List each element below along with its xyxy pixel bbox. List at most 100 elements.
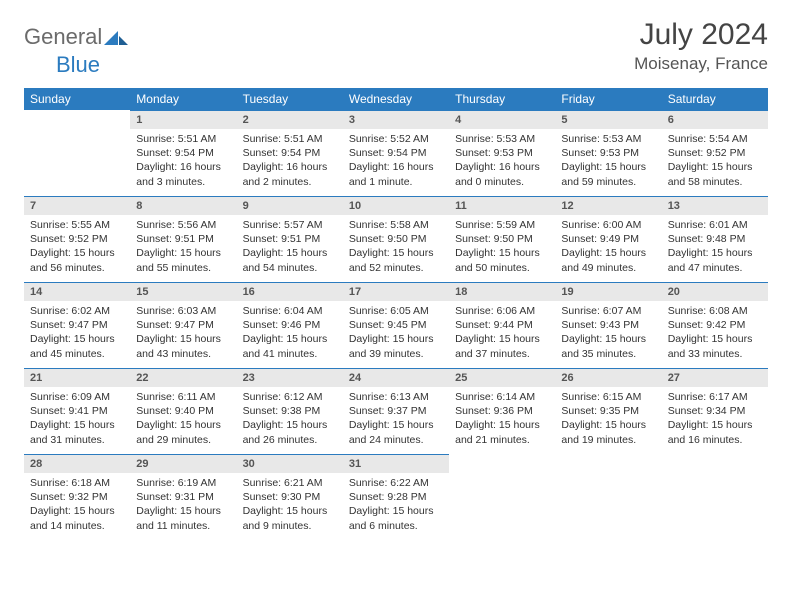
calendar-day-cell: 30Sunrise: 6:21 AMSunset: 9:30 PMDayligh… [237, 454, 343, 540]
day-number: 19 [555, 282, 661, 301]
daylight-text: Daylight: 15 hours and 54 minutes. [243, 246, 337, 274]
sunset-text: Sunset: 9:44 PM [455, 318, 549, 332]
daylight-text: Daylight: 15 hours and 49 minutes. [561, 246, 655, 274]
sunrise-text: Sunrise: 6:07 AM [561, 304, 655, 318]
daylight-text: Daylight: 15 hours and 24 minutes. [349, 418, 443, 446]
daylight-text: Daylight: 16 hours and 2 minutes. [243, 160, 337, 188]
weekday-header: Monday [130, 88, 236, 110]
day-body: Sunrise: 5:56 AMSunset: 9:51 PMDaylight:… [130, 215, 236, 281]
daylight-text: Daylight: 15 hours and 50 minutes. [455, 246, 549, 274]
day-number: 5 [555, 110, 661, 129]
daylight-text: Daylight: 15 hours and 58 minutes. [668, 160, 762, 188]
day-number: 1 [130, 110, 236, 129]
daylight-text: Daylight: 15 hours and 39 minutes. [349, 332, 443, 360]
day-number: 23 [237, 368, 343, 387]
weekday-header: Sunday [24, 88, 130, 110]
calendar-day-cell: 27Sunrise: 6:17 AMSunset: 9:34 PMDayligh… [662, 368, 768, 454]
sunset-text: Sunset: 9:47 PM [136, 318, 230, 332]
daylight-text: Daylight: 15 hours and 55 minutes. [136, 246, 230, 274]
day-number: 31 [343, 454, 449, 473]
day-number: 25 [449, 368, 555, 387]
sunset-text: Sunset: 9:31 PM [136, 490, 230, 504]
daylight-text: Daylight: 16 hours and 1 minute. [349, 160, 443, 188]
calendar-day-cell [449, 454, 555, 540]
day-body: Sunrise: 6:22 AMSunset: 9:28 PMDaylight:… [343, 473, 449, 539]
sunrise-text: Sunrise: 6:15 AM [561, 390, 655, 404]
daylight-text: Daylight: 16 hours and 3 minutes. [136, 160, 230, 188]
sunrise-text: Sunrise: 5:53 AM [455, 132, 549, 146]
calendar-week-row: 28Sunrise: 6:18 AMSunset: 9:32 PMDayligh… [24, 454, 768, 540]
day-number: 30 [237, 454, 343, 473]
daylight-text: Daylight: 15 hours and 6 minutes. [349, 504, 443, 532]
calendar-day-cell: 26Sunrise: 6:15 AMSunset: 9:35 PMDayligh… [555, 368, 661, 454]
sunset-text: Sunset: 9:46 PM [243, 318, 337, 332]
day-number: 22 [130, 368, 236, 387]
day-number: 21 [24, 368, 130, 387]
calendar-day-cell: 24Sunrise: 6:13 AMSunset: 9:37 PMDayligh… [343, 368, 449, 454]
calendar-day-cell: 20Sunrise: 6:08 AMSunset: 9:42 PMDayligh… [662, 282, 768, 368]
day-body: Sunrise: 6:17 AMSunset: 9:34 PMDaylight:… [662, 387, 768, 453]
weekday-header: Tuesday [237, 88, 343, 110]
logo-text-general: General [24, 24, 102, 50]
daylight-text: Daylight: 15 hours and 29 minutes. [136, 418, 230, 446]
sunrise-text: Sunrise: 6:04 AM [243, 304, 337, 318]
sunset-text: Sunset: 9:43 PM [561, 318, 655, 332]
calendar-day-cell: 28Sunrise: 6:18 AMSunset: 9:32 PMDayligh… [24, 454, 130, 540]
sunset-text: Sunset: 9:34 PM [668, 404, 762, 418]
daylight-text: Daylight: 15 hours and 52 minutes. [349, 246, 443, 274]
calendar-day-cell: 7Sunrise: 5:55 AMSunset: 9:52 PMDaylight… [24, 196, 130, 282]
day-body: Sunrise: 6:01 AMSunset: 9:48 PMDaylight:… [662, 215, 768, 281]
sunset-text: Sunset: 9:37 PM [349, 404, 443, 418]
sunset-text: Sunset: 9:50 PM [349, 232, 443, 246]
sunrise-text: Sunrise: 5:54 AM [668, 132, 762, 146]
day-body: Sunrise: 5:51 AMSunset: 9:54 PMDaylight:… [237, 129, 343, 195]
daylight-text: Daylight: 15 hours and 11 minutes. [136, 504, 230, 532]
sunrise-text: Sunrise: 6:17 AM [668, 390, 762, 404]
sunrise-text: Sunrise: 5:52 AM [349, 132, 443, 146]
daylight-text: Daylight: 15 hours and 33 minutes. [668, 332, 762, 360]
sunset-text: Sunset: 9:36 PM [455, 404, 549, 418]
day-number: 12 [555, 196, 661, 215]
daylight-text: Daylight: 15 hours and 16 minutes. [668, 418, 762, 446]
month-title: July 2024 [634, 18, 768, 52]
day-body: Sunrise: 5:58 AMSunset: 9:50 PMDaylight:… [343, 215, 449, 281]
calendar-day-cell: 19Sunrise: 6:07 AMSunset: 9:43 PMDayligh… [555, 282, 661, 368]
day-body: Sunrise: 6:14 AMSunset: 9:36 PMDaylight:… [449, 387, 555, 453]
daylight-text: Daylight: 15 hours and 47 minutes. [668, 246, 762, 274]
daylight-text: Daylight: 15 hours and 59 minutes. [561, 160, 655, 188]
day-body: Sunrise: 5:54 AMSunset: 9:52 PMDaylight:… [662, 129, 768, 195]
sunrise-text: Sunrise: 5:51 AM [136, 132, 230, 146]
sunrise-text: Sunrise: 6:12 AM [243, 390, 337, 404]
calendar-day-cell: 11Sunrise: 5:59 AMSunset: 9:50 PMDayligh… [449, 196, 555, 282]
day-number: 27 [662, 368, 768, 387]
day-body: Sunrise: 5:51 AMSunset: 9:54 PMDaylight:… [130, 129, 236, 195]
calendar-day-cell: 29Sunrise: 6:19 AMSunset: 9:31 PMDayligh… [130, 454, 236, 540]
day-body: Sunrise: 6:18 AMSunset: 9:32 PMDaylight:… [24, 473, 130, 539]
daylight-text: Daylight: 15 hours and 37 minutes. [455, 332, 549, 360]
sunset-text: Sunset: 9:42 PM [668, 318, 762, 332]
calendar-day-cell: 15Sunrise: 6:03 AMSunset: 9:47 PMDayligh… [130, 282, 236, 368]
day-body: Sunrise: 6:00 AMSunset: 9:49 PMDaylight:… [555, 215, 661, 281]
calendar-day-cell [662, 454, 768, 540]
weekday-header: Saturday [662, 88, 768, 110]
sunrise-text: Sunrise: 6:21 AM [243, 476, 337, 490]
sunrise-text: Sunrise: 5:56 AM [136, 218, 230, 232]
calendar-day-cell: 4Sunrise: 5:53 AMSunset: 9:53 PMDaylight… [449, 110, 555, 196]
day-body: Sunrise: 5:53 AMSunset: 9:53 PMDaylight:… [449, 129, 555, 195]
day-body: Sunrise: 6:11 AMSunset: 9:40 PMDaylight:… [130, 387, 236, 453]
sunset-text: Sunset: 9:45 PM [349, 318, 443, 332]
weekday-header: Thursday [449, 88, 555, 110]
day-number: 20 [662, 282, 768, 301]
calendar-day-cell: 17Sunrise: 6:05 AMSunset: 9:45 PMDayligh… [343, 282, 449, 368]
day-body: Sunrise: 6:06 AMSunset: 9:44 PMDaylight:… [449, 301, 555, 367]
sunset-text: Sunset: 9:38 PM [243, 404, 337, 418]
daylight-text: Daylight: 15 hours and 9 minutes. [243, 504, 337, 532]
logo-text-blue: Blue [56, 52, 100, 78]
day-body: Sunrise: 6:15 AMSunset: 9:35 PMDaylight:… [555, 387, 661, 453]
sunset-text: Sunset: 9:50 PM [455, 232, 549, 246]
day-number: 4 [449, 110, 555, 129]
sunrise-text: Sunrise: 5:58 AM [349, 218, 443, 232]
sunrise-text: Sunrise: 5:53 AM [561, 132, 655, 146]
calendar-week-row: 7Sunrise: 5:55 AMSunset: 9:52 PMDaylight… [24, 196, 768, 282]
logo-sail-icon [104, 29, 128, 45]
